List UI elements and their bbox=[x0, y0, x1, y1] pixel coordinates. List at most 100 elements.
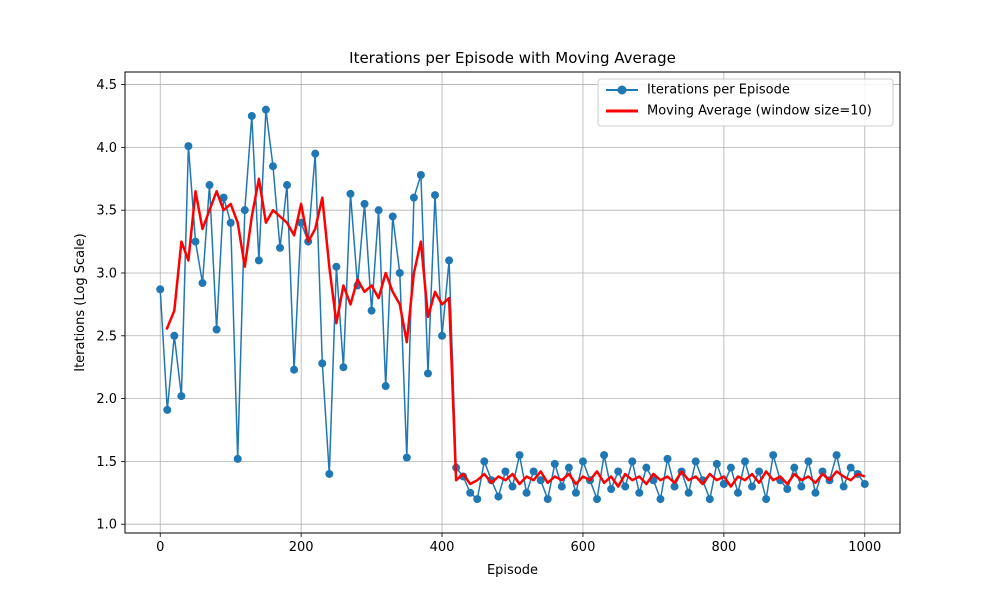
series-layer bbox=[156, 105, 869, 504]
legend-marker-iterations bbox=[617, 85, 627, 95]
data-point bbox=[247, 111, 256, 120]
data-point bbox=[712, 459, 721, 468]
x-axis-label: Episode bbox=[487, 563, 538, 578]
data-point bbox=[325, 469, 334, 478]
data-point bbox=[860, 480, 869, 489]
data-point bbox=[733, 488, 742, 497]
data-point bbox=[311, 149, 320, 158]
data-point bbox=[501, 467, 510, 476]
data-point bbox=[508, 482, 517, 491]
data-point bbox=[684, 488, 693, 497]
data-point bbox=[170, 331, 179, 340]
data-point bbox=[191, 237, 200, 246]
data-point bbox=[473, 495, 482, 504]
data-point bbox=[381, 382, 390, 391]
data-point bbox=[205, 181, 214, 190]
data-point bbox=[642, 463, 651, 472]
data-point bbox=[445, 256, 454, 265]
data-point bbox=[163, 405, 172, 414]
data-point bbox=[177, 392, 186, 401]
data-point bbox=[839, 482, 848, 491]
y-tick-label: 1.5 bbox=[96, 455, 117, 470]
data-point bbox=[790, 463, 799, 472]
data-point bbox=[628, 457, 637, 466]
data-point bbox=[402, 453, 411, 462]
data-point bbox=[276, 243, 284, 252]
data-point bbox=[818, 467, 827, 476]
data-point bbox=[571, 488, 580, 497]
y-tick-label: 3.0 bbox=[96, 266, 117, 281]
data-point bbox=[691, 457, 700, 466]
data-point bbox=[431, 191, 439, 200]
data-point bbox=[607, 485, 616, 494]
x-tick-label: 0 bbox=[156, 540, 164, 555]
data-point bbox=[762, 495, 771, 504]
data-point bbox=[261, 105, 270, 114]
data-point bbox=[741, 457, 749, 466]
data-point bbox=[522, 488, 531, 497]
data-point bbox=[268, 162, 277, 171]
y-tick-label: 4.5 bbox=[96, 78, 117, 93]
data-point bbox=[593, 495, 602, 504]
data-point bbox=[233, 454, 242, 463]
data-point bbox=[219, 193, 228, 202]
data-point bbox=[600, 451, 609, 460]
data-point bbox=[212, 325, 221, 334]
tick-layer: 0 200 400 600 800 1000 1.0 1.5 2.0 2.5 3.0 3.5 4.0 4.… bbox=[96, 78, 881, 555]
data-point bbox=[254, 256, 263, 265]
data-point bbox=[663, 454, 672, 463]
data-point bbox=[409, 193, 418, 202]
data-point bbox=[811, 488, 820, 497]
data-point bbox=[494, 492, 503, 501]
data-point bbox=[388, 212, 397, 221]
data-point bbox=[318, 359, 327, 368]
data-point bbox=[670, 482, 679, 491]
data-point bbox=[332, 262, 341, 271]
data-point bbox=[466, 488, 475, 497]
y-tick-label: 2.0 bbox=[96, 392, 117, 407]
plot-area bbox=[125, 72, 900, 533]
data-point bbox=[156, 285, 165, 294]
y-tick-label: 1.0 bbox=[96, 518, 117, 533]
y-axis-label: Iterations (Log Scale) bbox=[73, 233, 88, 372]
data-point bbox=[635, 488, 644, 497]
data-point bbox=[564, 463, 573, 472]
data-point bbox=[578, 457, 587, 466]
data-point bbox=[543, 495, 552, 504]
x-tick-label: 600 bbox=[571, 540, 596, 555]
data-point bbox=[797, 482, 806, 491]
data-point bbox=[184, 142, 193, 151]
data-point bbox=[480, 457, 489, 466]
data-point bbox=[705, 495, 714, 504]
data-point bbox=[783, 485, 792, 494]
x-tick-label: 800 bbox=[711, 540, 736, 555]
series-line-moving-average bbox=[165, 177, 866, 488]
y-tick-label: 2.5 bbox=[96, 329, 117, 344]
data-point bbox=[416, 171, 425, 180]
data-point bbox=[529, 467, 538, 476]
plot-frame bbox=[124, 71, 901, 534]
data-point bbox=[240, 206, 249, 215]
chart-title: Iterations per Episode with Moving Avera… bbox=[349, 49, 676, 67]
data-point bbox=[755, 467, 764, 476]
data-point bbox=[226, 218, 235, 227]
data-point bbox=[395, 268, 404, 277]
legend-box bbox=[597, 78, 894, 127]
data-point bbox=[614, 467, 623, 476]
data-point bbox=[374, 206, 383, 215]
y-tick-label: 3.5 bbox=[96, 204, 117, 219]
data-point bbox=[550, 459, 559, 468]
data-point bbox=[621, 482, 630, 491]
data-point bbox=[360, 199, 369, 208]
data-point bbox=[290, 365, 299, 374]
data-point bbox=[748, 482, 757, 491]
legend-label-moving-average: Moving Average (window size=10) bbox=[647, 104, 872, 119]
x-tick-label: 200 bbox=[289, 540, 314, 555]
data-point bbox=[726, 463, 735, 472]
data-point bbox=[283, 181, 292, 190]
data-point bbox=[804, 457, 813, 466]
data-point bbox=[832, 451, 841, 460]
data-point bbox=[346, 189, 355, 198]
data-point bbox=[719, 480, 728, 489]
